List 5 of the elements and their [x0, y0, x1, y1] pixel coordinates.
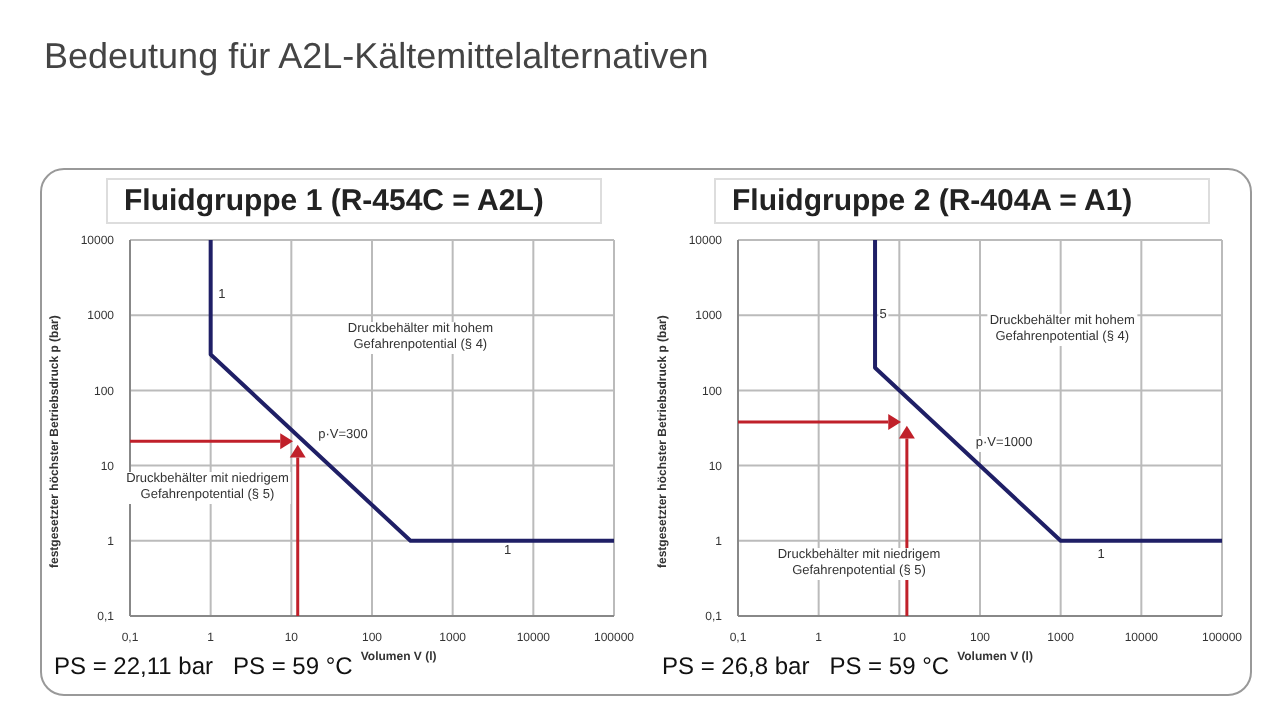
text: PS = 26,8 bar PS = 59 °C	[662, 652, 950, 680]
chart-title: Fluidgruppe 1 (R-454C = A2L)	[106, 178, 602, 224]
text: Bedeutung für A2L-Kältemittelalternativen	[44, 36, 709, 78]
chart-title: Fluidgruppe 2 (R-404A = A1)	[714, 178, 1210, 224]
text: PS = 22,11 bar PS = 59 °C	[54, 652, 353, 680]
